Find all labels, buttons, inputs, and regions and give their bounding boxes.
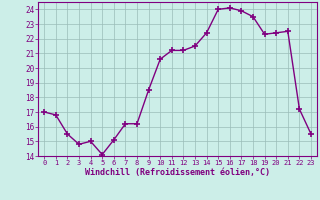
X-axis label: Windchill (Refroidissement éolien,°C): Windchill (Refroidissement éolien,°C) [85,168,270,177]
